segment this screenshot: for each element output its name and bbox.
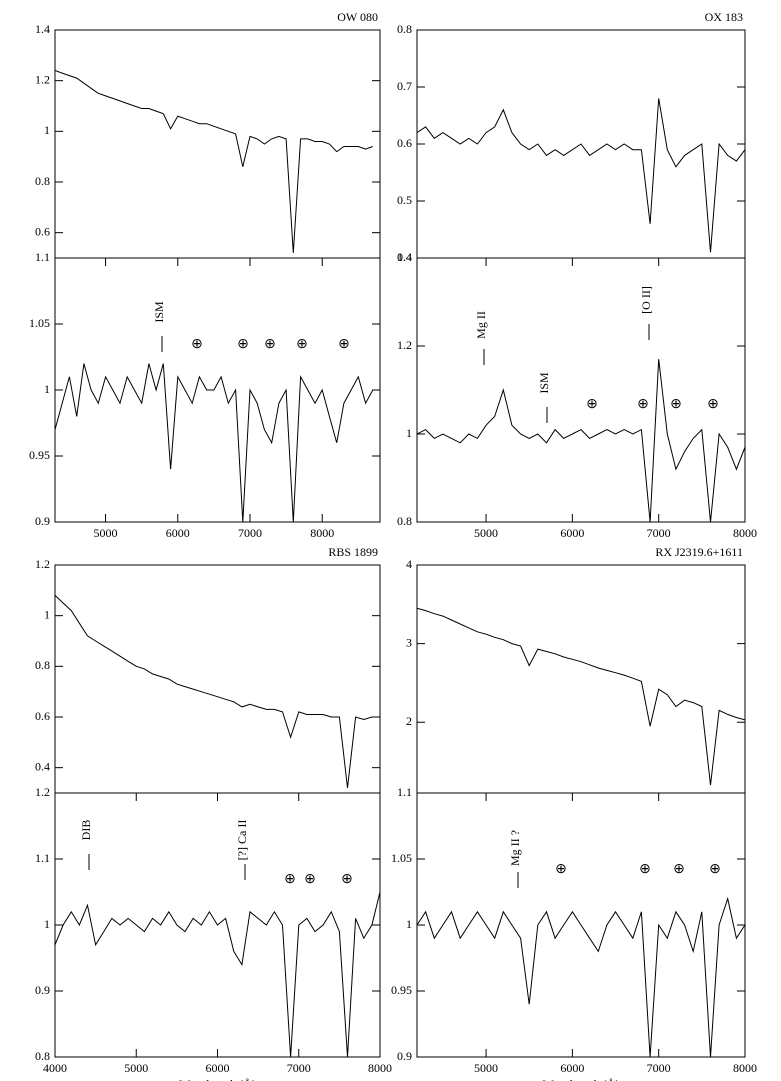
annotation: ⊕: [341, 872, 353, 887]
y-tick-label: 0.95: [391, 983, 412, 997]
annotation: ⊕: [555, 862, 567, 877]
annotation: ⊕: [586, 397, 598, 412]
y-tick-label: 0.7: [397, 79, 412, 93]
annotation: [?] Ca II: [235, 820, 249, 861]
x-tick-label: 8000: [368, 1061, 392, 1075]
annotation: ⊕: [237, 337, 249, 352]
y-tick-label: 0.8: [397, 514, 412, 528]
y-tick-label: 0.4: [35, 759, 50, 773]
annotation: ⊕: [296, 337, 308, 352]
y-tick-label: 1.05: [29, 316, 50, 330]
annotation: [O II]: [639, 286, 653, 314]
spectrum-line: [55, 595, 380, 788]
spectrum-line: [417, 607, 745, 786]
y-tick-label: 0.4: [397, 250, 412, 264]
y-tick-label: 1.1: [35, 851, 50, 865]
y-tick-label: 1.4: [397, 250, 412, 264]
y-tick-label: 0.6: [35, 224, 50, 238]
annotation: ⊕: [304, 872, 316, 887]
y-tick-label: 1: [44, 607, 50, 621]
y-tick-label: 1.2: [35, 72, 50, 86]
x-tick-label: 8000: [310, 526, 334, 540]
annotation: ⊕: [191, 337, 203, 352]
annotation: ⊕: [637, 397, 649, 412]
annotation: ⊕: [707, 397, 719, 412]
y-tick-label: 1.2: [35, 785, 50, 799]
x-tick-label: 5000: [94, 526, 118, 540]
y-tick-label: 0.8: [397, 22, 412, 36]
panel-title: RBS 1899: [328, 545, 378, 559]
y-tick-label: 0.9: [35, 514, 50, 528]
spectrum-line: [55, 891, 380, 1057]
y-tick-label: 0.9: [397, 1049, 412, 1063]
x-tick-label: 7000: [647, 526, 671, 540]
x-tick-label: 8000: [733, 526, 757, 540]
x-tick-label: 6000: [166, 526, 190, 540]
spectrum-line: [55, 363, 374, 522]
y-tick-label: 1.2: [397, 338, 412, 352]
annotation: Mg II: [474, 311, 488, 339]
plot-frame: [54, 257, 381, 523]
y-tick-label: 0.9: [35, 983, 50, 997]
y-tick-label: 0.6: [397, 136, 412, 150]
plot-frame: [54, 564, 381, 794]
x-tick-label: 7000: [287, 1061, 311, 1075]
x-tick-label: 6000: [560, 1061, 584, 1075]
y-tick-label: 1: [406, 917, 412, 931]
annotation: ISM: [152, 301, 166, 323]
y-tick-label: 1.1: [397, 785, 412, 799]
x-axis-label: Wavelength (Å): [543, 1077, 620, 1081]
x-tick-label: 4000: [43, 1061, 67, 1075]
x-tick-label: 6000: [206, 1061, 230, 1075]
y-tick-label: 4: [406, 557, 412, 571]
y-tick-label: 0.8: [35, 1049, 50, 1063]
panel-title: OW 080: [337, 10, 378, 24]
y-tick-label: 0.5: [397, 193, 412, 207]
plot-frame: [416, 564, 746, 794]
spectrum-line: [417, 98, 745, 253]
annotation: ISM: [537, 372, 551, 394]
y-tick-label: 1.05: [391, 851, 412, 865]
annotation: ⊕: [709, 862, 721, 877]
y-tick-label: 1: [406, 426, 412, 440]
plot-frame: [54, 29, 381, 259]
y-tick-label: 1.2: [35, 557, 50, 571]
x-axis-label: Wavelength (Å): [179, 1077, 256, 1081]
annotation: Mg II ?: [508, 830, 522, 866]
annotation: ⊕: [673, 862, 685, 877]
y-tick-label: 0.8: [35, 658, 50, 672]
x-tick-label: 5000: [474, 526, 498, 540]
y-tick-label: 1: [44, 382, 50, 396]
plot-frame: [416, 257, 746, 523]
annotation: ⊕: [670, 397, 682, 412]
y-tick-label: 2: [406, 714, 412, 728]
y-tick-label: 1: [44, 123, 50, 137]
y-tick-label: 0.8: [35, 174, 50, 188]
annotation: ⊕: [284, 872, 296, 887]
annotation: DIB: [79, 820, 93, 841]
annotation: ⊕: [639, 862, 651, 877]
y-tick-label: 0.95: [29, 448, 50, 462]
annotation: ⊕: [338, 337, 350, 352]
x-tick-label: 7000: [238, 526, 262, 540]
y-tick-label: 1: [44, 917, 50, 931]
spectrum-line: [55, 70, 373, 253]
x-tick-label: 5000: [474, 1061, 498, 1075]
x-tick-label: 7000: [647, 1061, 671, 1075]
y-tick-label: 1.1: [35, 250, 50, 264]
panel-title: OX 183: [705, 10, 743, 24]
x-tick-label: 6000: [560, 526, 584, 540]
y-tick-label: 0.6: [35, 709, 50, 723]
spectrum-line: [417, 359, 745, 522]
y-tick-label: 3: [406, 635, 412, 649]
x-tick-label: 8000: [733, 1061, 757, 1075]
panel-title: RX J2319.6+1611: [655, 545, 743, 559]
spectrum-line: [417, 896, 745, 1057]
x-tick-label: 5000: [124, 1061, 148, 1075]
y-tick-label: 1.4: [35, 22, 50, 36]
annotation: ⊕: [264, 337, 276, 352]
